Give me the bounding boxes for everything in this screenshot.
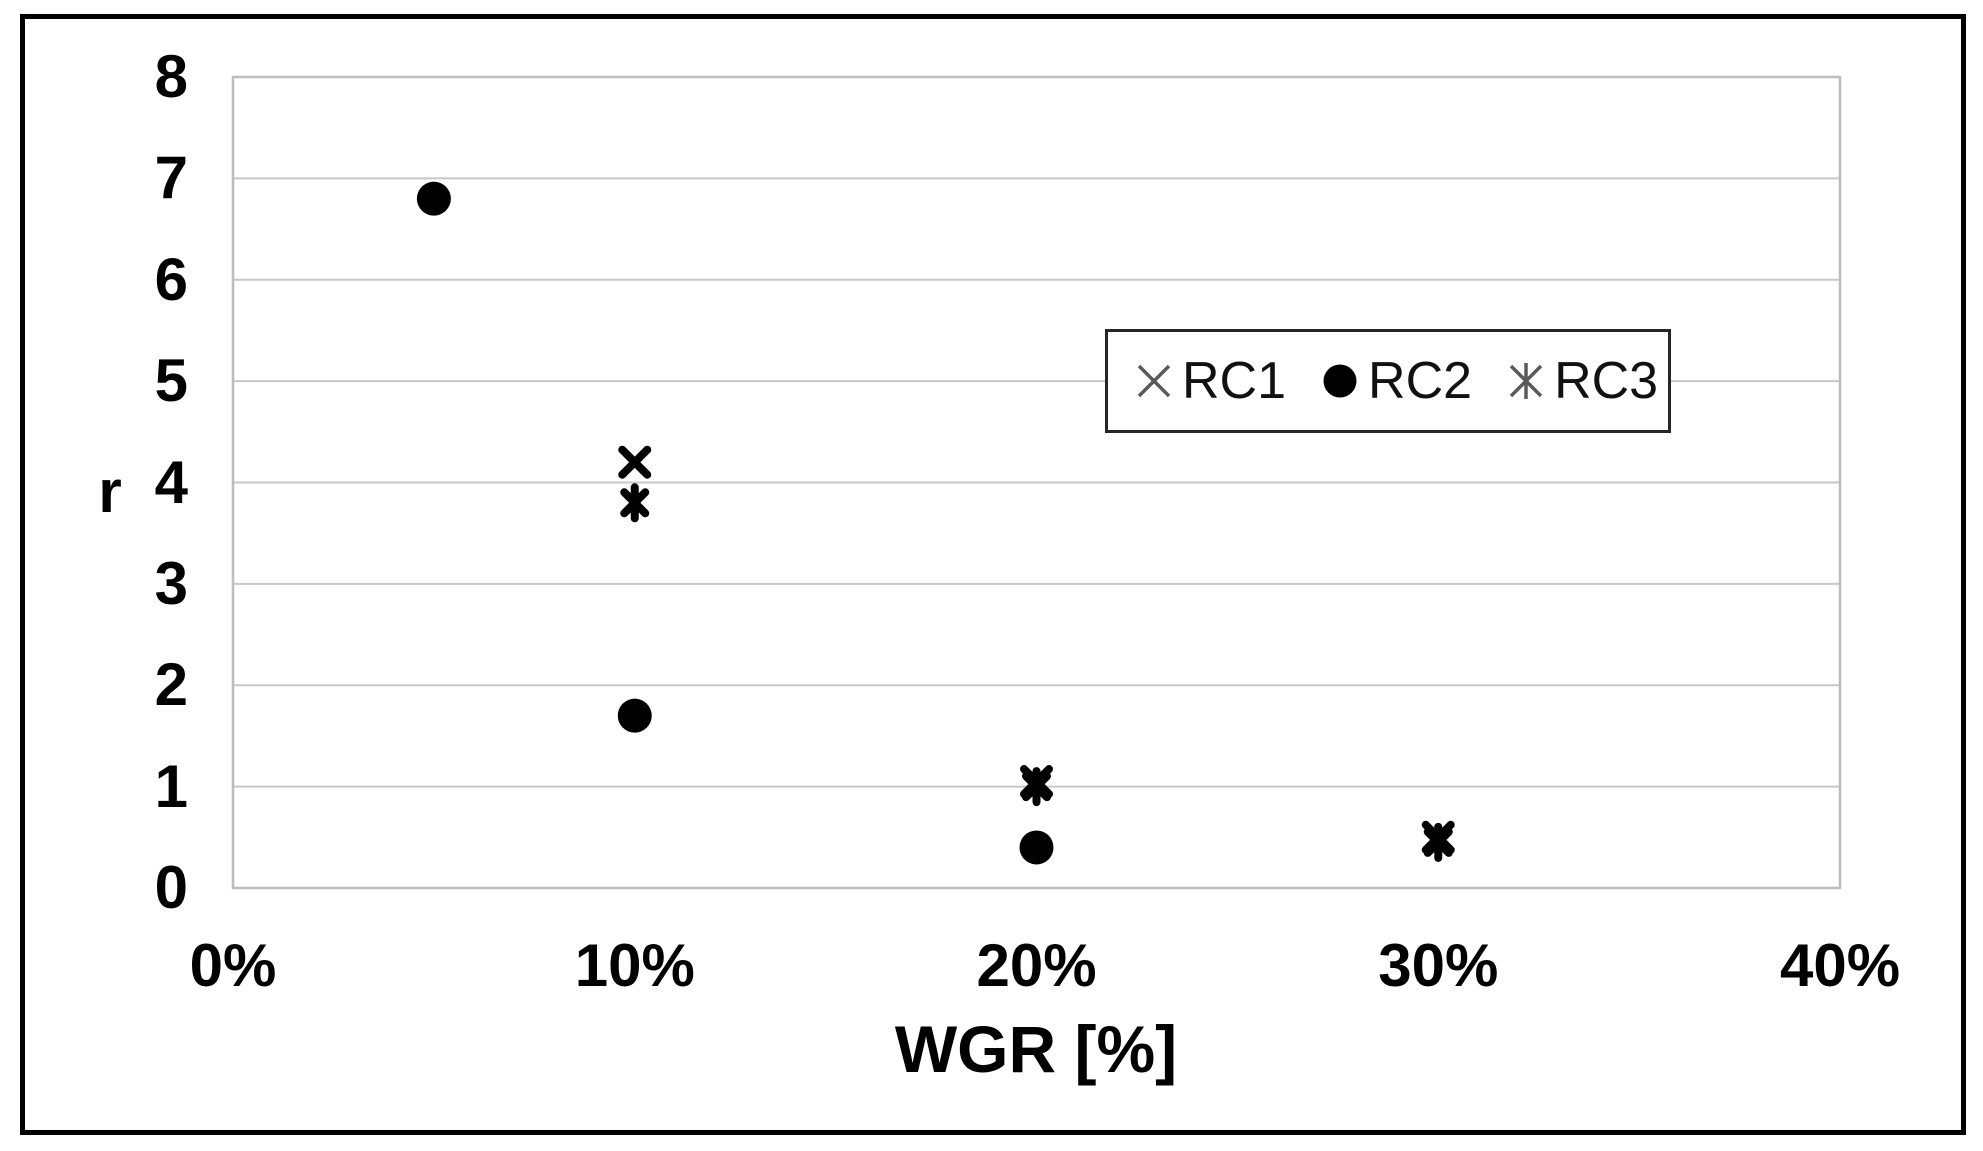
circle-marker: [416, 181, 451, 216]
y-tick-label: 3: [154, 549, 188, 617]
x-tick-label: 40%: [1779, 932, 1901, 999]
data-point-rc3: [620, 483, 650, 523]
data-point-rc3: [1022, 767, 1051, 807]
x-tick-label: 10%: [574, 932, 695, 999]
x-tick-label: 20%: [976, 932, 1097, 999]
data-point-rc2: [617, 698, 652, 733]
y-tick-label: 0: [154, 854, 188, 921]
x-axis-title: WGR [%]: [894, 1012, 1178, 1086]
series-rc2: [416, 181, 1054, 865]
circle-marker: [1323, 364, 1357, 398]
y-tick-label: 1: [154, 752, 188, 820]
y-tick-label: 2: [154, 651, 188, 719]
x-tick-label: 0%: [189, 932, 277, 999]
legend-label-rc3: RC3: [1554, 352, 1659, 410]
data-point-rc2: [416, 181, 451, 216]
legend: RC1 RC2 RC3: [1105, 329, 1671, 433]
y-tick-label: 4: [154, 448, 188, 516]
star-marker: [1022, 767, 1051, 807]
star-marker: [1423, 822, 1453, 862]
legend-item-rc2: RC2: [1318, 355, 1472, 407]
star-marker: [620, 483, 650, 523]
data-point-rc1: [618, 445, 652, 479]
x-marker: [618, 445, 652, 479]
star-marker: [1509, 363, 1543, 399]
star-marker-icon: [1504, 359, 1548, 403]
figure-border: [20, 14, 1966, 1135]
series-rc3: [620, 483, 1453, 862]
data-point-rc3: [1423, 822, 1453, 862]
x-marker: [1137, 364, 1171, 398]
y-tick-label: 7: [154, 144, 188, 212]
data-point-rc2: [1019, 830, 1054, 865]
x-tick-label: 30%: [1378, 932, 1499, 999]
legend-label-rc2: RC2: [1368, 352, 1473, 410]
legend-item-rc3: RC3: [1504, 355, 1658, 407]
y-tick-label: 5: [154, 347, 188, 415]
circle-marker: [617, 698, 652, 733]
plot-border: [231, 75, 1842, 890]
y-axis-title: r: [98, 458, 122, 525]
legend-label-rc1: RC1: [1182, 352, 1287, 410]
circle-marker: [1019, 830, 1054, 865]
y-tick-label: 8: [154, 43, 188, 110]
legend-item-rc1: RC1: [1132, 355, 1286, 407]
circle-marker-icon: [1318, 359, 1362, 403]
y-tick-label: 6: [154, 245, 188, 313]
x-marker-icon: [1132, 359, 1176, 403]
